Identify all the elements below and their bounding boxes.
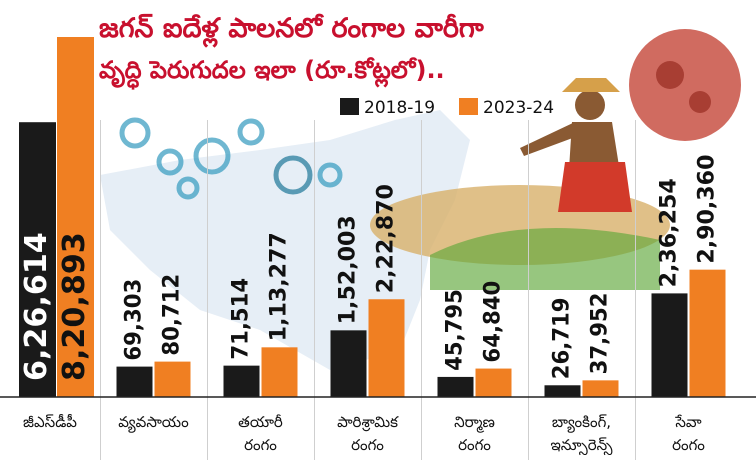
value-label-2023-24-0: 8,20,893 (57, 232, 92, 381)
value-label-2023-24-6: 2,90,360 (695, 155, 720, 264)
category-label-2-0: తయారీ (238, 413, 283, 431)
legend-swatch-2018-19 (340, 98, 359, 115)
bar-2018-19-0 (19, 122, 56, 397)
value-label-2018-19-4: 45,795 (443, 289, 468, 371)
bar-2023-24-6 (689, 269, 726, 397)
value-label-2018-19-2: 71,514 (229, 278, 254, 360)
value-label-2023-24-4: 64,840 (481, 281, 506, 363)
legend-swatch-2023-24 (459, 98, 478, 115)
value-label-2018-19-6: 2,36,254 (657, 178, 682, 287)
value-label-2023-24-3: 2,22,870 (374, 184, 399, 293)
legend-label-2023-24: 2023-24 (483, 98, 554, 118)
chart-title-line2: వృద్ధి పెరుగుదల ఇలా (రూ.కోట్లలో).. (99, 56, 445, 90)
value-label-2018-19-3: 1,52,003 (336, 215, 361, 324)
virus-icon (629, 29, 741, 141)
bar-2018-19-6 (651, 293, 688, 397)
category-label-2-1: రంగం (244, 436, 277, 454)
bar-2018-19-5 (544, 385, 581, 397)
bar-2023-24-1 (154, 361, 191, 397)
value-labels: 6,26,614 8,20,893 69,303 80,712 71,514 1,13,2… (19, 155, 720, 381)
bar-2023-24-3 (368, 299, 405, 397)
category-labels: జీఎస్‌డీపీ వ్యవసాయం తయారీ రంగం పారిశ్రామిక రం… (23, 413, 705, 456)
farmer-icon (520, 78, 632, 212)
value-label-2018-19-0: 6,26,614 (19, 232, 54, 381)
category-label-5-1: ఇన్సూరెన్స్ (550, 436, 613, 456)
bars (19, 37, 726, 397)
value-label-2023-24-5: 37,952 (588, 293, 613, 375)
category-label-3-1: రంగం (351, 436, 384, 454)
gears-icon (119, 117, 343, 200)
bar-2023-24-4 (475, 368, 512, 397)
category-label-6-1: రంగం (672, 436, 705, 454)
chart-title: జగన్ ఐదేళ్ల పాలనలో రంగాల వారీగా వృద్ధి ప… (99, 13, 484, 90)
bar-2023-24-5 (582, 380, 619, 397)
category-label-5-0: బ్యాంకింగ్, (552, 413, 611, 433)
bar-2018-19-1 (116, 366, 153, 397)
legend: 2018-19 2023-24 (340, 98, 554, 118)
bar-2018-19-4 (437, 376, 474, 397)
category-label-3-0: పారిశ్రామిక (337, 413, 399, 432)
bar-2018-19-3 (330, 330, 367, 397)
column-separators (100, 120, 636, 460)
value-label-2018-19-1: 69,303 (122, 279, 147, 361)
category-label-4-0: నిర్మాణ (454, 413, 495, 433)
bar-2018-19-2 (223, 365, 260, 397)
category-label-4-1: రంగం (458, 436, 491, 454)
bar-2023-24-2 (261, 347, 298, 397)
legend-label-2018-19: 2018-19 (364, 98, 435, 118)
value-label-2023-24-2: 1,13,277 (267, 232, 292, 341)
category-label-1-0: వ్యవసాయం (118, 413, 189, 433)
value-label-2018-19-5: 26,719 (550, 297, 575, 379)
chart-title-line1: జగన్ ఐదేళ్ల పాలనలో రంగాల వారీగా (99, 13, 484, 48)
bar-2023-24-0 (57, 37, 94, 397)
value-label-2023-24-1: 80,712 (160, 274, 185, 356)
category-label-0-0: జీఎస్‌డీపీ (23, 413, 77, 431)
category-label-6-0: సేవా (674, 413, 702, 431)
